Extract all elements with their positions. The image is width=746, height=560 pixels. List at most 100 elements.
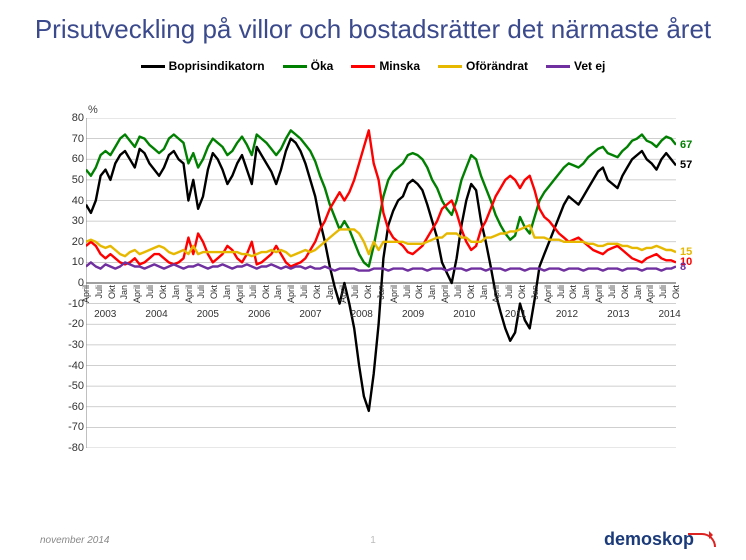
x-tick-label: April bbox=[389, 285, 399, 303]
y-tick-label: -60 bbox=[60, 401, 84, 413]
x-tick-label: Jan bbox=[530, 285, 540, 300]
x-tick-label: Okt bbox=[312, 285, 322, 299]
year-label: 2011 bbox=[505, 309, 527, 320]
legend-item: Oförändrat bbox=[438, 59, 528, 73]
legend-label: Oförändrat bbox=[466, 59, 528, 73]
x-tick-label: Juli bbox=[504, 285, 514, 299]
x-tick-label: Okt bbox=[158, 285, 168, 299]
x-tick-label: Jan bbox=[222, 285, 232, 300]
x-tick-label: Jan bbox=[479, 285, 489, 300]
legend-item: Minska bbox=[351, 59, 420, 73]
line-chart bbox=[86, 118, 676, 448]
x-tick-label: Jan bbox=[171, 285, 181, 300]
year-label: 2014 bbox=[658, 309, 680, 320]
year-label: 2006 bbox=[248, 309, 270, 320]
y-tick-label: -20 bbox=[60, 318, 84, 330]
chart-legend: Boprisindikatorn Öka Minska Oförändrat Vet e… bbox=[0, 49, 746, 79]
series-end-label: 67 bbox=[680, 139, 692, 151]
x-tick-label: Okt bbox=[209, 285, 219, 299]
y-tick-label: -40 bbox=[60, 360, 84, 372]
x-axis: AprilJuliOktJanAprilJuliOktJanAprilJuliO… bbox=[86, 448, 676, 508]
y-tick-label: 80 bbox=[60, 112, 84, 124]
y-axis-label: % bbox=[88, 104, 98, 116]
legend-label: Vet ej bbox=[574, 59, 605, 73]
y-tick-label: -80 bbox=[60, 442, 84, 454]
footer-page: 1 bbox=[370, 535, 376, 546]
x-tick-label: April bbox=[594, 285, 604, 303]
y-tick-label: 70 bbox=[60, 133, 84, 145]
x-tick-label: Jan bbox=[427, 285, 437, 300]
legend-swatch bbox=[546, 65, 570, 68]
logo-arc-icon bbox=[688, 533, 716, 547]
series-end-label: 15 bbox=[680, 246, 692, 258]
legend-swatch bbox=[351, 65, 375, 68]
x-tick-label: Juli bbox=[299, 285, 309, 299]
year-label: 2013 bbox=[607, 309, 629, 320]
x-tick-label: April bbox=[132, 285, 142, 303]
x-tick-label: April bbox=[184, 285, 194, 303]
x-tick-label: Jan bbox=[581, 285, 591, 300]
y-tick-label: 40 bbox=[60, 195, 84, 207]
x-tick-label: April bbox=[543, 285, 553, 303]
y-tick-label: -30 bbox=[60, 339, 84, 351]
year-label: 2003 bbox=[94, 309, 116, 320]
x-tick-label: Okt bbox=[517, 285, 527, 299]
x-tick-label: Okt bbox=[466, 285, 476, 299]
x-tick-label: Juli bbox=[658, 285, 668, 299]
x-tick-label: April bbox=[286, 285, 296, 303]
year-label: 2004 bbox=[145, 309, 167, 320]
y-tick-label: 30 bbox=[60, 215, 84, 227]
x-tick-label: Juli bbox=[145, 285, 155, 299]
year-label: 2010 bbox=[453, 309, 475, 320]
x-tick-label: Jan bbox=[273, 285, 283, 300]
x-tick-label: April bbox=[338, 285, 348, 303]
x-tick-label: April bbox=[81, 285, 91, 303]
legend-item: Öka bbox=[283, 59, 334, 73]
x-tick-label: April bbox=[645, 285, 655, 303]
x-tick-label: April bbox=[235, 285, 245, 303]
x-tick-label: Juli bbox=[402, 285, 412, 299]
x-tick-label: Okt bbox=[363, 285, 373, 299]
legend-label: Öka bbox=[311, 59, 334, 73]
x-tick-label: Okt bbox=[107, 285, 117, 299]
y-tick-label: -70 bbox=[60, 421, 84, 433]
legend-swatch bbox=[141, 65, 165, 68]
legend-label: Minska bbox=[379, 59, 420, 73]
demoskop-logo: demoskop bbox=[604, 529, 716, 550]
x-tick-label: Juli bbox=[248, 285, 258, 299]
x-tick-label: Juli bbox=[453, 285, 463, 299]
series-end-label: 57 bbox=[680, 159, 692, 171]
x-tick-label: Okt bbox=[414, 285, 424, 299]
y-tick-label: -50 bbox=[60, 380, 84, 392]
series-end-label: 8 bbox=[680, 261, 686, 273]
x-tick-label: Okt bbox=[261, 285, 271, 299]
legend-swatch bbox=[438, 65, 462, 68]
x-tick-label: Jan bbox=[119, 285, 129, 300]
x-tick-label: Juli bbox=[607, 285, 617, 299]
y-tick-label: 60 bbox=[60, 153, 84, 165]
y-tick-label: 10 bbox=[60, 256, 84, 268]
x-tick-label: Jan bbox=[376, 285, 386, 300]
x-tick-label: Juli bbox=[556, 285, 566, 299]
year-label: 2009 bbox=[402, 309, 424, 320]
x-tick-label: Okt bbox=[568, 285, 578, 299]
year-label: 2012 bbox=[556, 309, 578, 320]
legend-item: Boprisindikatorn bbox=[141, 59, 265, 73]
legend-swatch bbox=[283, 65, 307, 68]
page-title: Prisutveckling på villor och bostadsrätt… bbox=[0, 0, 746, 49]
footer-date: november 2014 bbox=[40, 535, 110, 546]
y-tick-label: 20 bbox=[60, 236, 84, 248]
x-tick-label: Juli bbox=[350, 285, 360, 299]
x-tick-label: April bbox=[491, 285, 501, 303]
legend-label: Boprisindikatorn bbox=[169, 59, 265, 73]
x-tick-label: Juli bbox=[196, 285, 206, 299]
y-tick-label: 50 bbox=[60, 174, 84, 186]
year-label: 2008 bbox=[351, 309, 373, 320]
year-label: 2005 bbox=[197, 309, 219, 320]
x-tick-label: Jan bbox=[633, 285, 643, 300]
x-tick-label: Jan bbox=[325, 285, 335, 300]
x-tick-label: Okt bbox=[671, 285, 681, 299]
x-tick-label: April bbox=[440, 285, 450, 303]
x-tick-label: Okt bbox=[620, 285, 630, 299]
legend-item: Vet ej bbox=[546, 59, 605, 73]
